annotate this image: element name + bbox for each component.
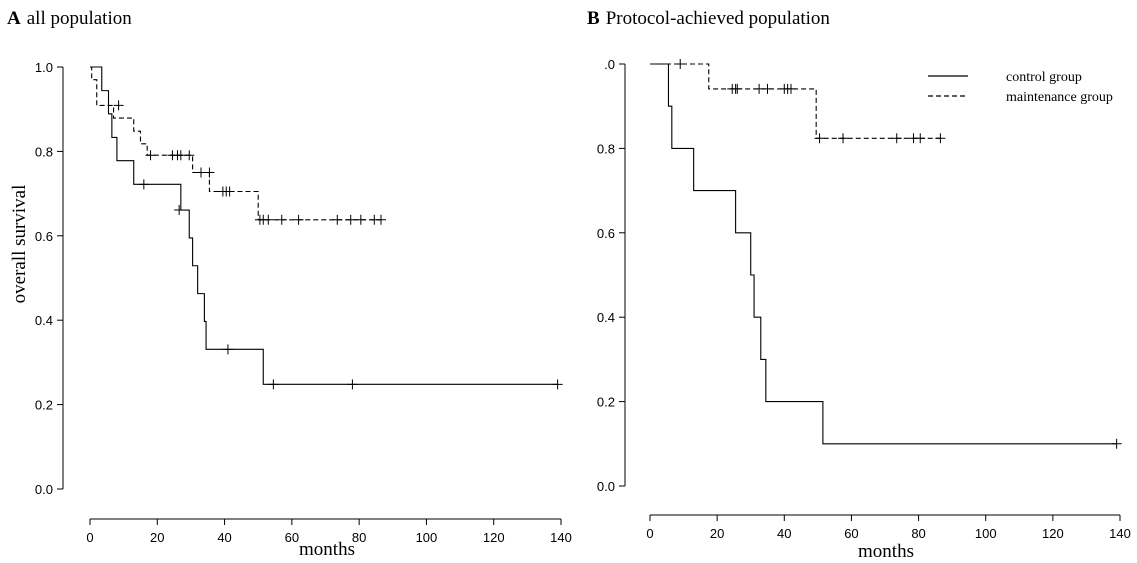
panel-b-maintenance-censor-mark	[838, 133, 849, 144]
panel-a-maintenance-censor-mark	[332, 214, 343, 225]
panel-a-maintenance-censor-mark	[293, 214, 304, 225]
panel-a-maintenance-censor-mark	[376, 214, 387, 225]
panel-a-control-curve	[90, 66, 558, 385]
panel-b-y-tick-label: 0.6	[597, 226, 615, 241]
panel-b-maintenance-censor-mark	[915, 133, 926, 144]
panel-b-x-tick-label: 140	[1109, 526, 1131, 541]
panel-a-maintenance-censor-mark	[145, 150, 156, 161]
panel-b-plot: 0 20 40 60 80 100 120 140 0.0 0.2 0.4 0.6 0.8 .0	[597, 57, 1131, 541]
panel-b-x-tick-label: 100	[975, 526, 997, 541]
panel-b-maintenance-censor-mark	[675, 59, 686, 69]
panel-a-y-tick-label: 0.8	[35, 144, 53, 159]
panel-b-x-tick-label: 20	[710, 526, 724, 541]
panel-b-y-tick-label: 0.0	[597, 479, 615, 494]
panel-b-y-tick-label: .0	[604, 57, 615, 72]
panel-b-maintenance-censor-mark	[762, 83, 773, 94]
panel-a-control-censor-mark	[347, 379, 358, 390]
panel-b-xlabel: months	[858, 541, 914, 562]
panel-a-control-censor-mark	[174, 205, 185, 216]
panel-a-title-text: all population	[27, 8, 133, 29]
panel-a-maintenance-censor-mark	[196, 167, 207, 178]
panel-a-y-tick-label: 1.0	[35, 60, 53, 75]
panel-a-plot: 0 20 40 60 80 100 120 140 0.0 0.2 0.4 0.6 0.8 1.0	[35, 60, 572, 545]
panel-a-ylabel: overall survival	[9, 185, 30, 304]
panel-a-letter: A	[7, 8, 21, 29]
panel-a-maintenance-censor-mark	[276, 214, 287, 225]
panel-a-maintenance-censor-mark	[204, 167, 215, 178]
panel-a-y-tick-label: 0.2	[35, 398, 53, 413]
panel-a-maintenance-censor-mark	[263, 214, 274, 225]
panel-a-y-tick-label: 0.0	[35, 482, 53, 497]
panel-a-maintenance-censor-mark	[345, 214, 356, 225]
panel-a-maintenance-censor-mark	[175, 150, 186, 161]
panel-b: B Protocol-achieved population months 0 20…	[587, 8, 1131, 562]
legend-maintenance-label: maintenance group	[1006, 90, 1113, 105]
panel-a-y-tick-label: 0.6	[35, 229, 53, 244]
panel-a-x-tick-label: 120	[483, 530, 505, 545]
panel-a-control-censor-mark	[552, 379, 563, 390]
panel-b-title: B Protocol-achieved population	[587, 8, 830, 29]
panel-a-control-censor-mark	[138, 179, 149, 190]
panel-b-maintenance-curve	[650, 63, 941, 139]
panel-b-x-tick-label: 60	[844, 526, 858, 541]
panel-b-maintenance-censor-mark	[935, 133, 946, 144]
panel-a-x-tick-label: 40	[217, 530, 231, 545]
panel-a-x-tick-label: 0	[86, 530, 93, 545]
panel-b-x-tick-label: 0	[646, 526, 653, 541]
panel-a-maintenance-censor-mark	[113, 100, 124, 111]
panel-a-maintenance-censor-mark	[224, 186, 235, 197]
panel-b-x-tick-label: 80	[911, 526, 925, 541]
panel-a-x-tick-label: 80	[352, 530, 366, 545]
panel-b-maintenance-censor-mark	[754, 83, 765, 94]
panel-b-x-tick-label: 40	[777, 526, 791, 541]
panel-a-maintenance-censor-mark	[355, 214, 366, 225]
panel-a-x-tick-label: 60	[285, 530, 299, 545]
panel-a-maintenance-curve	[90, 66, 382, 221]
panel-a-x-tick-label: 20	[150, 530, 164, 545]
panel-b-maintenance-censor-mark	[732, 83, 743, 94]
panel-a-control-censor-mark	[268, 379, 279, 390]
panel-a-xlabel: months	[299, 539, 355, 560]
legend: control group maintenance group	[928, 70, 1113, 105]
legend-control-label: control group	[1006, 70, 1082, 85]
panel-a-maintenance-censor-mark	[184, 150, 195, 161]
panel-b-control-censor-mark	[1111, 438, 1122, 449]
panel-b-y-tick-label: 0.4	[597, 310, 615, 325]
panel-b-y-tick-label: 0.8	[597, 141, 615, 156]
panel-a-x-tick-label: 140	[550, 530, 572, 545]
panel-a-y-tick-label: 0.4	[35, 313, 53, 328]
panel-b-maintenance-censor-mark	[814, 133, 825, 144]
panel-a-control-censor-mark	[222, 344, 233, 355]
panel-b-maintenance-censor-mark	[786, 83, 796, 94]
panel-a-x-tick-label: 100	[416, 530, 438, 545]
panel-b-y-tick-label: 0.2	[597, 395, 615, 410]
panel-b-letter: B	[587, 8, 600, 29]
panel-b-title-text: Protocol-achieved population	[606, 8, 831, 29]
panel-b-x-tick-label: 120	[1042, 526, 1064, 541]
panel-b-control-curve	[650, 63, 1117, 445]
panel-b-maintenance-censor-mark	[891, 133, 902, 144]
